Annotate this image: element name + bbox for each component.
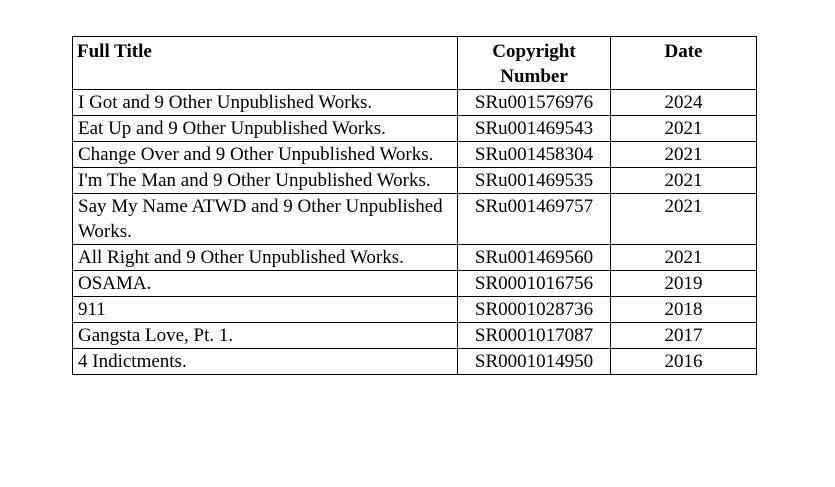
table-row: I Got and 9 Other Unpublished Works. SRu0…	[72, 89, 757, 116]
cell-copyright-number: SRu001469757	[457, 193, 611, 245]
table-body: I Got and 9 Other Unpublished Works. SRu0…	[72, 89, 757, 375]
cell-title: OSAMA.	[72, 270, 458, 297]
table-row: Say My Name ATWD and 9 Other Unpublished…	[72, 193, 757, 245]
table-row: Change Over and 9 Other Unpublished Work…	[72, 141, 757, 168]
cell-date: 2017	[610, 322, 757, 349]
cell-title: I'm The Man and 9 Other Unpublished Work…	[72, 167, 458, 194]
cell-title: I Got and 9 Other Unpublished Works.	[72, 89, 458, 116]
cell-date: 2016	[610, 348, 757, 375]
copyright-table: Full Title Copyright Number Date I Got a…	[72, 36, 757, 375]
table-row: All Right and 9 Other Unpublished Works.…	[72, 244, 757, 271]
table-row: Eat Up and 9 Other Unpublished Works. SRu…	[72, 115, 757, 142]
cell-date: 2019	[610, 270, 757, 297]
cell-date: 2018	[610, 296, 757, 323]
cell-copyright-number: SRu001469560	[457, 244, 611, 271]
table-row: 4 Indictments. SR0001014950 2016	[72, 348, 757, 375]
cell-date: 2021	[610, 167, 757, 194]
table-row: OSAMA. SR0001016756 2019	[72, 270, 757, 297]
cell-date: 2021	[610, 141, 757, 168]
cell-title: Eat Up and 9 Other Unpublished Works.	[72, 115, 458, 142]
cell-copyright-number: SRu001469535	[457, 167, 611, 194]
cell-copyright-number: SRu001576976	[457, 89, 611, 116]
cell-title: Say My Name ATWD and 9 Other Unpublished…	[72, 193, 458, 245]
table-row: I'm The Man and 9 Other Unpublished Work…	[72, 167, 757, 194]
cell-copyright-number: SRu001469543	[457, 115, 611, 142]
cell-copyright-number: SR0001014950	[457, 348, 611, 375]
cell-copyright-number: SR0001016756	[457, 270, 611, 297]
cell-date: 2021	[610, 115, 757, 142]
cell-copyright-number: SR0001028736	[457, 296, 611, 323]
cell-title: 4 Indictments.	[72, 348, 458, 375]
cell-title: Gangsta Love, Pt. 1.	[72, 322, 458, 349]
cell-title: Change Over and 9 Other Unpublished Work…	[72, 141, 458, 168]
cell-title: 911	[72, 296, 458, 323]
cell-copyright-number: SRu001458304	[457, 141, 611, 168]
cell-date: 2024	[610, 89, 757, 116]
table-row: 911 SR0001028736 2018	[72, 296, 757, 323]
cell-title: All Right and 9 Other Unpublished Works.	[72, 244, 458, 271]
cell-date: 2021	[610, 193, 757, 245]
table-row: Gangsta Love, Pt. 1. SR0001017087 2017	[72, 322, 757, 349]
cell-date: 2021	[610, 244, 757, 271]
cell-copyright-number: SR0001017087	[457, 322, 611, 349]
header-date: Date	[610, 36, 757, 90]
header-copyright-number: Copyright Number	[457, 36, 611, 90]
header-full-title: Full Title	[72, 36, 458, 90]
header-row: Full Title Copyright Number Date	[72, 36, 757, 90]
